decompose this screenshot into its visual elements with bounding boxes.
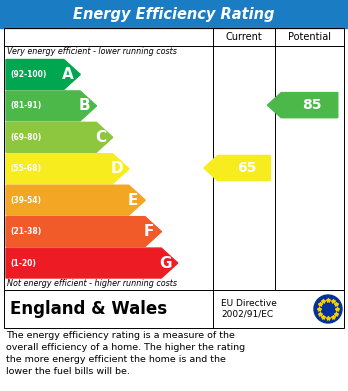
Text: England & Wales: England & Wales [10,300,167,318]
Text: E: E [128,193,138,208]
Text: C: C [95,130,106,145]
Bar [4,28,344,290]
Text: (69-80): (69-80) [10,133,41,142]
Text: (21-38): (21-38) [10,227,41,236]
Text: Very energy efficient - lower running costs: Very energy efficient - lower running co… [7,47,177,57]
Polygon shape [267,93,338,118]
Text: Current: Current [226,32,262,42]
Polygon shape [6,59,80,90]
Text: Energy Efficiency Rating: Energy Efficiency Rating [73,7,275,22]
Circle shape [314,295,342,323]
Text: Potential: Potential [288,32,331,42]
Polygon shape [6,91,96,121]
Text: B: B [78,99,90,113]
Text: (39-54): (39-54) [10,196,41,204]
Polygon shape [6,154,129,184]
Text: 85: 85 [302,98,322,112]
Text: D: D [110,161,123,176]
Polygon shape [6,185,145,215]
Polygon shape [204,156,270,181]
Bar [0,0,348,28]
Polygon shape [6,248,178,278]
Text: G: G [159,256,172,271]
Polygon shape [6,122,113,152]
Text: EU Directive
2002/91/EC: EU Directive 2002/91/EC [221,299,277,319]
Polygon shape [6,217,161,247]
Text: A: A [62,67,74,82]
Text: (92-100): (92-100) [10,70,46,79]
Text: F: F [144,224,155,239]
Text: (55-68): (55-68) [10,164,41,173]
Text: (81-91): (81-91) [10,101,41,110]
Text: The energy efficiency rating is a measure of the
overall efficiency of a home. T: The energy efficiency rating is a measur… [6,331,245,377]
Text: (1-20): (1-20) [10,258,36,267]
Text: Not energy efficient - higher running costs: Not energy efficient - higher running co… [7,280,177,289]
Bar [4,290,344,328]
Text: 65: 65 [237,161,256,175]
